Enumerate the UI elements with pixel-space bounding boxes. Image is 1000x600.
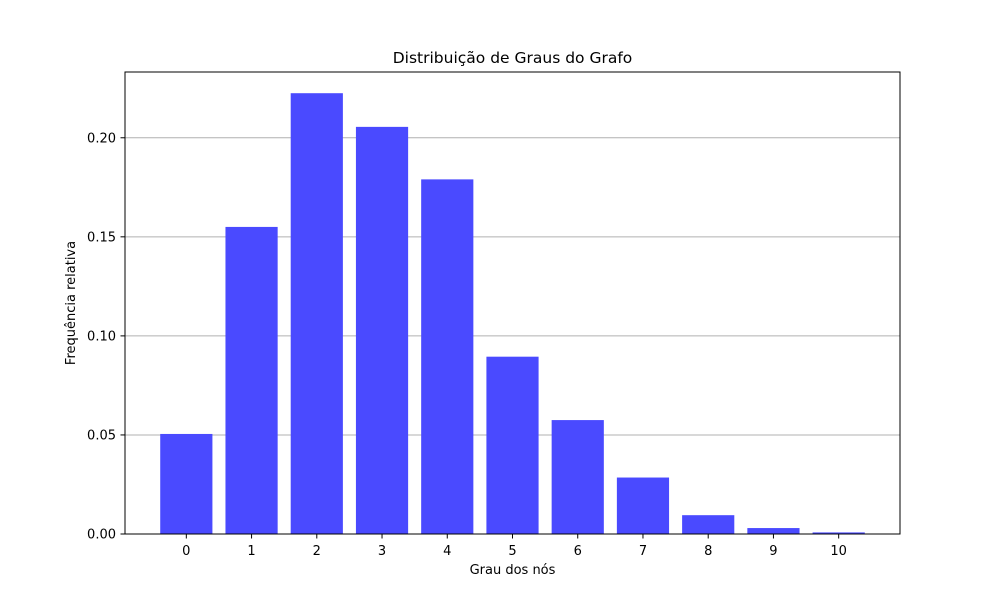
- x-tick-label: 7: [639, 544, 647, 559]
- bar-degree-6: [551, 420, 604, 534]
- bar-degree-10: [812, 532, 865, 534]
- bar-degree-1: [225, 226, 278, 534]
- y-tick-label: 0.15: [87, 230, 116, 245]
- x-tick-label: 2: [313, 544, 321, 559]
- chart-title: Distribuição de Graus do Grafo: [393, 49, 633, 67]
- x-tick-label: 5: [508, 544, 516, 559]
- bar-degree-5: [486, 356, 539, 534]
- y-axis-title: Frequência relativa: [64, 241, 79, 365]
- x-axis-title: Grau dos nós: [470, 563, 556, 578]
- bar-degree-2: [290, 93, 343, 534]
- x-tick-label: 8: [704, 544, 712, 559]
- x-tick-label: 4: [443, 544, 451, 559]
- bar-degree-7: [616, 477, 670, 534]
- x-tick-label: 1: [247, 544, 255, 559]
- x-tick-label: 0: [182, 544, 190, 559]
- bar-degree-9: [747, 528, 800, 534]
- y-tick-label: 0.20: [87, 131, 116, 146]
- bar-degree-3: [355, 126, 409, 535]
- x-tick-label: 10: [830, 544, 847, 559]
- ticks: 0 1 2 3 4 5 6 7 8 9 10 0.00 0.05 0.10 0.15 0.20: [87, 131, 847, 559]
- bar-degree-8: [682, 515, 735, 534]
- x-tick-label: 9: [769, 544, 777, 559]
- bar-degree-0: [160, 433, 213, 534]
- bars: [160, 93, 865, 535]
- y-tick-label: 0.00: [87, 528, 116, 543]
- x-tick-label: 6: [574, 544, 582, 559]
- bar-degree-4: [421, 179, 474, 534]
- x-tick-label: 3: [378, 544, 386, 559]
- y-tick-label: 0.10: [87, 329, 116, 344]
- y-tick-label: 0.05: [87, 428, 116, 443]
